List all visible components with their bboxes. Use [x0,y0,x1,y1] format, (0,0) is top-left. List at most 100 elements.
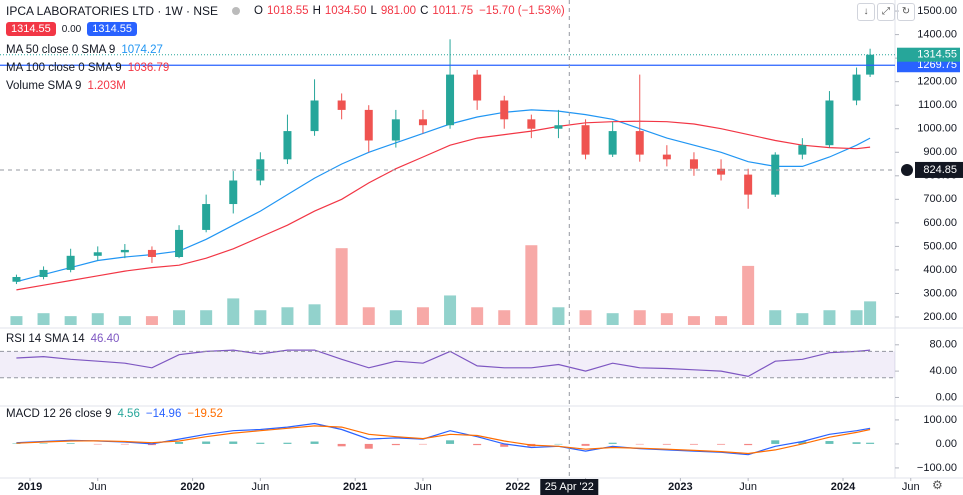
candle-body [120,249,129,253]
last-price-label: 1314.55 [917,49,957,61]
macd-histogram [120,443,129,445]
sell-button[interactable]: 1314.55 [6,22,56,36]
candle-body [852,74,861,101]
y-tick-label: −100.00 [917,462,957,474]
macd-histogram [418,443,427,445]
volume-bar [444,295,457,325]
header-legend: IPCA LABORATORIES LTD · 1W · NSE O 1018.5… [6,4,565,18]
candle-body [310,100,319,132]
y-tick-label: 1500.00 [917,5,957,17]
candle-body [283,131,292,160]
candle-body [391,119,400,141]
volume-bar [416,307,429,325]
order-buttons: 1314.55 0.00 1314.55 [6,22,137,36]
volume-bar [281,307,294,325]
y-tick-label: 1200.00 [917,76,957,88]
candle-body [717,168,726,175]
x-tick-label: Jun [251,481,269,493]
ohlc-value: 1034.50 [324,5,367,17]
y-tick-label: 100.00 [923,414,957,426]
volume-legend: Volume SMA 9 1.203M [6,80,126,92]
volume-bar [173,310,186,325]
ohlc-values: O 1018.55 H 1034.50 L 981.00 C 1011.75 [254,5,473,17]
volume-bar [864,301,877,325]
ma-name: MA 50 close 0 SMA 9 [6,44,116,56]
volume-bar [715,316,728,325]
candle-body [93,252,102,256]
eye-icon[interactable] [232,7,241,15]
candle-body [527,119,536,129]
symbol-title: IPCA LABORATORIES LTD · 1W · NSE [6,4,219,18]
spread: 0.00 [61,23,82,35]
x-tick-label: Jun [739,481,757,493]
scroll-button[interactable]: ↓ [857,3,875,21]
candle-body [446,74,455,126]
candle-body [500,100,509,120]
volume-bar [796,313,809,325]
macd-histogram [717,443,726,445]
ohlc-value: 981.00 [380,5,417,17]
volume-bar [37,313,50,325]
candle-body [554,125,563,129]
settings-button[interactable]: ⚙ [932,478,943,492]
macd-line [16,422,871,456]
volume-bar [579,310,592,325]
volume-bar [660,313,673,325]
candle-body [771,154,780,195]
volume-bar [227,298,240,325]
y-tick-label: 500.00 [923,240,957,252]
candle-body [689,159,698,169]
y-tick-label: 40.00 [929,365,957,377]
volume-bar [200,310,213,325]
volume-bar [606,313,619,325]
macd-histogram [66,443,75,444]
macd-value: −14.96 [145,408,182,420]
volume-bar [769,310,782,325]
volume-bar [118,316,131,325]
price-line-tag [897,58,960,73]
volume-bar [525,245,538,325]
macd-legend: MACD 12 26 close 9 4.56 −14.96 −19.52 [6,408,223,420]
volume-bar [91,313,104,325]
volume-bar [498,310,511,325]
macd-histogram [608,442,617,444]
signal-line [16,425,871,455]
crosshair-price-tag [915,161,963,178]
macd-histogram [500,443,509,447]
y-tick-label: 200.00 [923,311,957,323]
volume-bar [823,310,836,325]
reset-button[interactable]: ↻ [897,3,915,21]
y-tick-label: 400.00 [923,264,957,276]
candle-body [66,255,75,270]
y-tick-label: 0.00 [936,391,957,403]
candle-body [229,180,238,205]
fullscreen-button[interactable]: ⤢ [877,3,895,21]
macd-histogram [202,441,211,444]
volume-value: 1.203M [87,80,126,92]
macd-histogram [39,443,48,444]
y-tick-label: 600.00 [923,217,957,229]
y-tick-label: 900.00 [923,146,957,158]
macd-histogram [337,443,346,447]
volume-name: Volume SMA 9 [6,80,82,92]
volume-bar [742,265,755,325]
ma50-legend: MA 50 close 0 SMA 9 1074.27 [6,44,163,56]
ma100-legend: MA 100 close 0 SMA 9 1036.79 [6,62,169,74]
rsi-value: 46.40 [90,333,120,345]
macd-histogram [446,440,455,444]
macd-histogram [581,443,590,446]
macd-histogram [229,441,238,444]
y-tick-label: 1100.00 [918,99,957,111]
volume-bar [687,316,700,325]
candle-body [147,249,156,257]
rsi-band [0,351,895,378]
buy-button[interactable]: 1314.55 [87,22,137,36]
volume-bar [145,316,158,325]
volume-bar [64,316,77,325]
candle-body [39,269,48,277]
x-tick-label: 2023 [668,481,692,493]
volume-bar [389,310,402,325]
add-alert-button[interactable] [901,163,913,176]
x-tick-label: 2020 [180,481,204,493]
macd-histogram [147,443,156,446]
